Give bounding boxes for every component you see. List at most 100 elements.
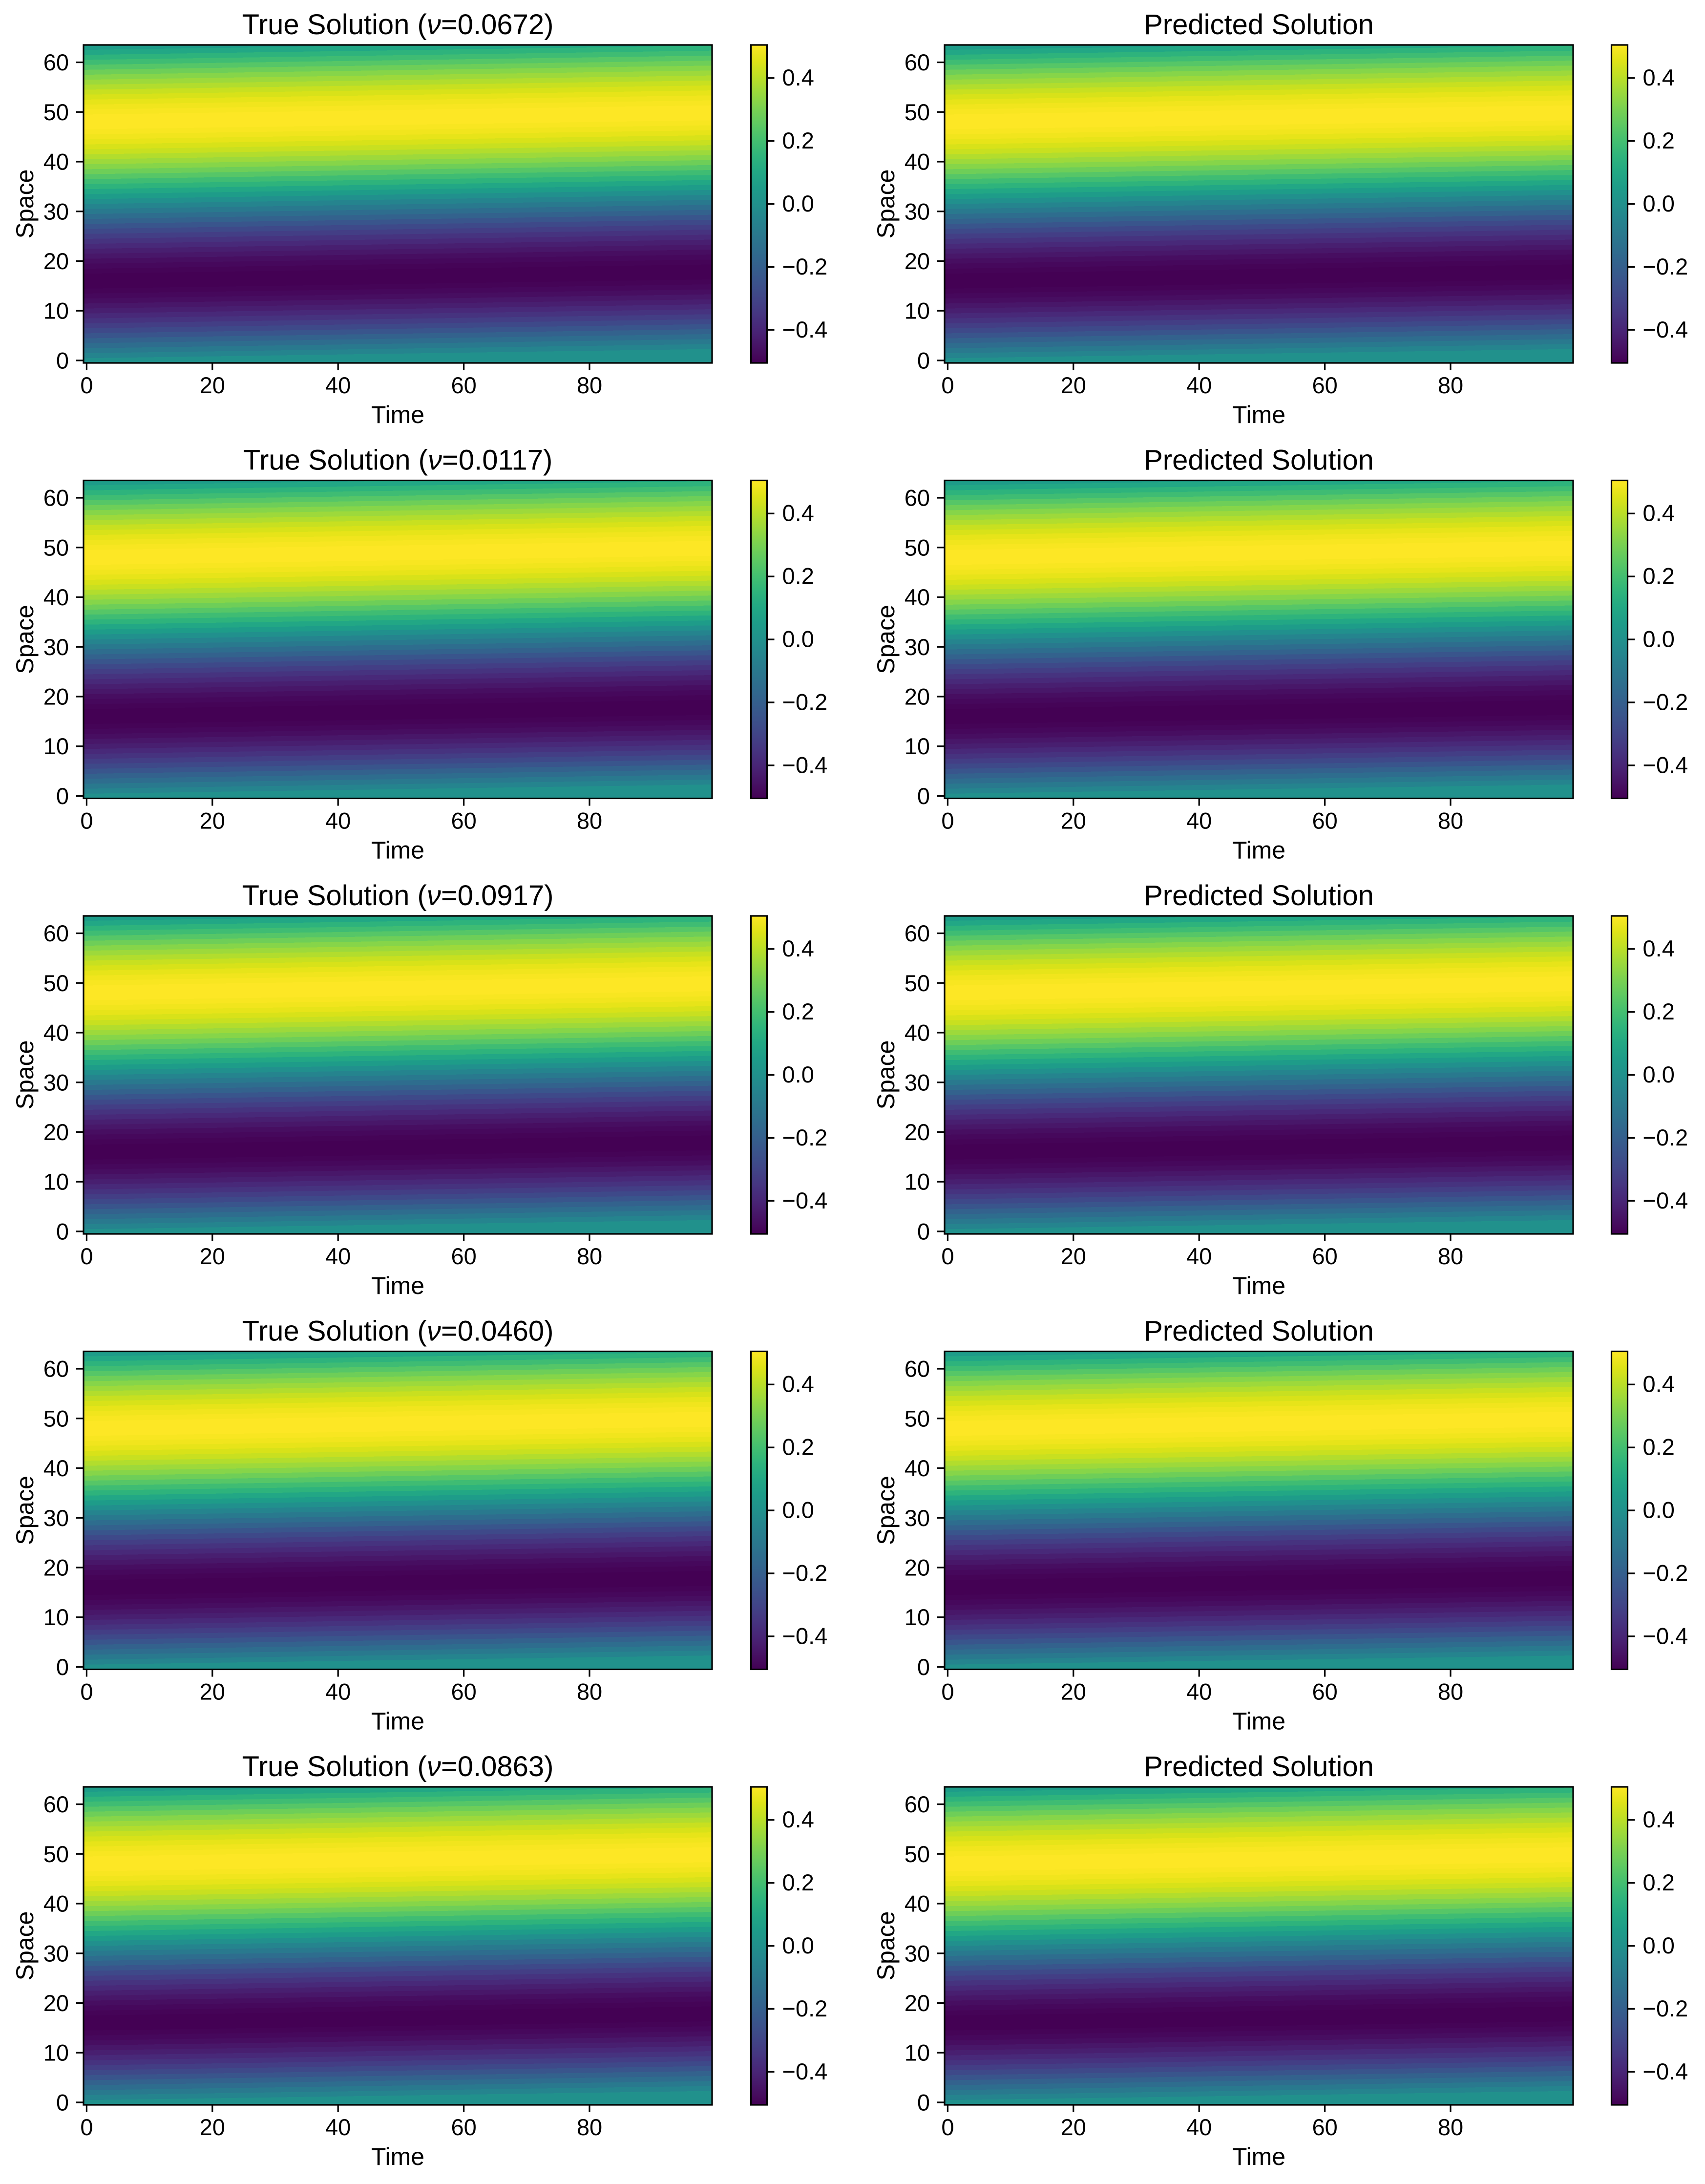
svg-text:0: 0 — [56, 347, 69, 373]
svg-text:60: 60 — [451, 2114, 476, 2140]
svg-text:Time: Time — [371, 2143, 424, 2170]
svg-text:0.0: 0.0 — [1643, 1932, 1675, 1958]
svg-text:20: 20 — [43, 1555, 69, 1581]
svg-text:−0.2: −0.2 — [782, 1124, 828, 1150]
svg-text:Space: Space — [11, 170, 39, 239]
svg-text:10: 10 — [43, 2040, 69, 2066]
svg-text:60: 60 — [905, 1791, 930, 1817]
svg-text:Space: Space — [872, 1476, 900, 1545]
svg-text:60: 60 — [43, 49, 69, 75]
svg-text:80: 80 — [1438, 1679, 1463, 1705]
svg-text:0.4: 0.4 — [782, 1371, 814, 1397]
svg-text:60: 60 — [43, 920, 69, 946]
svg-text:80: 80 — [1438, 372, 1463, 398]
svg-text:10: 10 — [43, 298, 69, 324]
svg-text:Space: Space — [872, 605, 900, 674]
svg-text:60: 60 — [1312, 808, 1337, 834]
svg-text:−0.4: −0.4 — [1643, 752, 1688, 778]
svg-text:80: 80 — [577, 1679, 602, 1705]
svg-text:40: 40 — [325, 808, 351, 834]
svg-text:60: 60 — [905, 920, 930, 946]
svg-text:20: 20 — [43, 248, 69, 274]
svg-text:30: 30 — [905, 1069, 930, 1095]
svg-text:40: 40 — [905, 584, 930, 610]
svg-text:60: 60 — [451, 1679, 476, 1705]
svg-text:−0.2: −0.2 — [1643, 689, 1688, 715]
svg-text:−0.4: −0.4 — [782, 1187, 828, 1213]
svg-text:80: 80 — [577, 2114, 602, 2140]
svg-text:0: 0 — [917, 2089, 930, 2115]
svg-text:50: 50 — [905, 1841, 930, 1867]
svg-text:−0.2: −0.2 — [782, 1995, 828, 2021]
svg-text:20: 20 — [200, 808, 225, 834]
svg-text:0: 0 — [80, 2114, 93, 2140]
svg-text:−0.2: −0.2 — [782, 254, 828, 279]
svg-text:0.4: 0.4 — [782, 500, 814, 526]
svg-text:80: 80 — [577, 808, 602, 834]
svg-text:Time: Time — [1232, 837, 1285, 864]
svg-text:0: 0 — [917, 1218, 930, 1244]
svg-text:10: 10 — [905, 733, 930, 759]
svg-text:30: 30 — [43, 1940, 69, 1966]
svg-text:Time: Time — [1232, 2143, 1285, 2170]
svg-text:40: 40 — [325, 2114, 351, 2140]
svg-text:0.4: 0.4 — [782, 935, 814, 961]
svg-text:0.0: 0.0 — [782, 1497, 814, 1523]
svg-text:60: 60 — [905, 485, 930, 511]
svg-text:Space: Space — [872, 1040, 900, 1110]
svg-text:−0.2: −0.2 — [1643, 1560, 1688, 1586]
svg-text:20: 20 — [905, 1990, 930, 2016]
svg-text:0: 0 — [80, 372, 93, 398]
svg-text:60: 60 — [1312, 2114, 1337, 2140]
svg-text:10: 10 — [43, 1604, 69, 1630]
svg-text:50: 50 — [905, 534, 930, 560]
svg-text:60: 60 — [43, 1356, 69, 1382]
svg-text:20: 20 — [1061, 808, 1086, 834]
svg-text:Predicted Solution: Predicted Solution — [1144, 1751, 1374, 1782]
svg-text:0.4: 0.4 — [1643, 935, 1675, 961]
svg-text:Time: Time — [371, 401, 424, 428]
svg-text:Space: Space — [872, 1911, 900, 1981]
svg-text:True Solution (ν=0.0917): True Solution (ν=0.0917) — [242, 880, 554, 912]
svg-text:0.2: 0.2 — [782, 1434, 814, 1460]
svg-text:50: 50 — [43, 1405, 69, 1431]
svg-text:0.2: 0.2 — [782, 998, 814, 1024]
svg-text:40: 40 — [325, 1243, 351, 1269]
svg-text:40: 40 — [1186, 1243, 1212, 1269]
svg-text:80: 80 — [577, 1243, 602, 1269]
svg-text:Space: Space — [11, 1911, 39, 1981]
svg-text:30: 30 — [905, 1505, 930, 1531]
svg-text:−0.2: −0.2 — [1643, 1124, 1688, 1150]
svg-text:30: 30 — [43, 634, 69, 660]
svg-text:10: 10 — [905, 298, 930, 324]
svg-text:0.4: 0.4 — [1643, 1806, 1675, 1832]
svg-text:30: 30 — [905, 198, 930, 224]
svg-text:True Solution (ν=0.0460): True Solution (ν=0.0460) — [242, 1315, 554, 1347]
svg-text:0.2: 0.2 — [1643, 563, 1675, 589]
svg-text:−0.4: −0.4 — [782, 1623, 828, 1649]
svg-text:−0.4: −0.4 — [782, 317, 828, 342]
svg-text:20: 20 — [43, 1119, 69, 1145]
svg-text:60: 60 — [43, 1791, 69, 1817]
svg-text:40: 40 — [1186, 808, 1212, 834]
svg-text:0: 0 — [917, 1654, 930, 1680]
svg-text:80: 80 — [577, 372, 602, 398]
svg-text:40: 40 — [1186, 1679, 1212, 1705]
svg-text:20: 20 — [1061, 372, 1086, 398]
svg-text:0: 0 — [941, 1679, 954, 1705]
svg-text:0.4: 0.4 — [782, 1806, 814, 1832]
svg-text:0.0: 0.0 — [1643, 1061, 1675, 1087]
svg-text:Predicted Solution: Predicted Solution — [1144, 1315, 1374, 1347]
svg-text:−0.2: −0.2 — [782, 689, 828, 715]
svg-text:0.0: 0.0 — [1643, 191, 1675, 216]
svg-text:−0.2: −0.2 — [782, 1560, 828, 1586]
svg-text:−0.4: −0.4 — [1643, 1623, 1688, 1649]
svg-text:−0.2: −0.2 — [1643, 254, 1688, 279]
svg-text:60: 60 — [451, 1243, 476, 1269]
svg-text:10: 10 — [905, 1169, 930, 1195]
svg-text:0.4: 0.4 — [1643, 1371, 1675, 1397]
svg-text:Predicted Solution: Predicted Solution — [1144, 445, 1374, 476]
svg-text:0: 0 — [917, 347, 930, 373]
svg-text:20: 20 — [1061, 1679, 1086, 1705]
svg-text:50: 50 — [43, 534, 69, 560]
